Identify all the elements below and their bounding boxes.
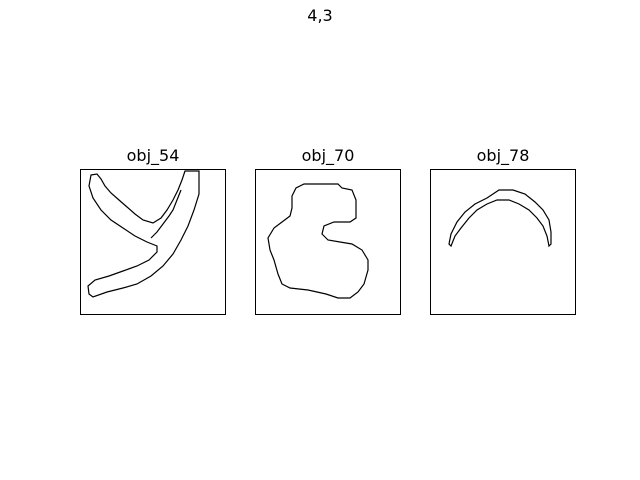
obj-70-contour	[267, 183, 369, 299]
panel-title-obj-54: obj_54	[126, 146, 180, 165]
obj-54-inner-edge	[150, 189, 182, 239]
obj-70-outline	[267, 183, 369, 299]
panel-obj-54	[80, 169, 226, 315]
panel-title-obj-70: obj_70	[301, 146, 355, 165]
obj-78-arc-outline	[448, 189, 552, 248]
panel-obj-78	[430, 169, 576, 315]
figure-title: 4,3	[307, 6, 333, 25]
obj-54-contour	[87, 170, 200, 298]
obj-78-contour	[448, 189, 552, 248]
panel-title-obj-78: obj_78	[476, 146, 530, 165]
panel-obj-70	[255, 169, 401, 315]
obj-54-outer-edge	[87, 170, 200, 298]
